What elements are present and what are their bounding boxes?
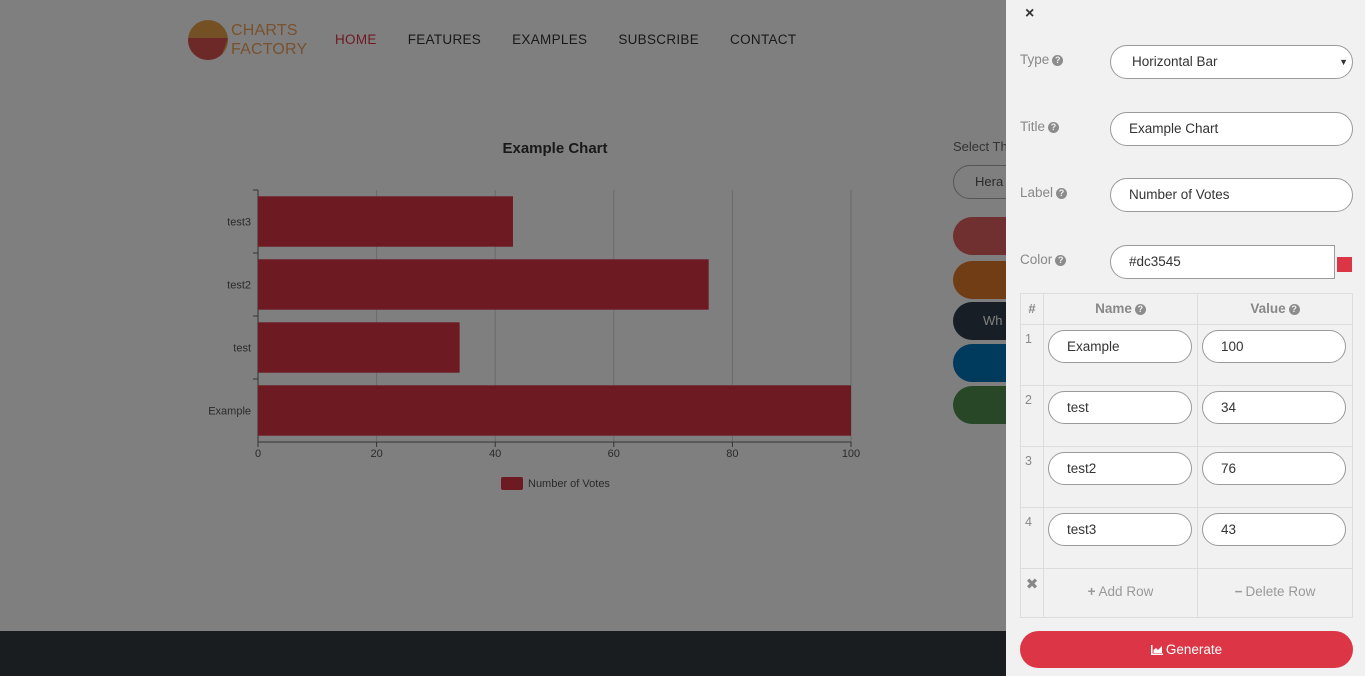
- value-cell: 43: [1198, 508, 1352, 568]
- color-swatch[interactable]: [1337, 257, 1352, 272]
- value-cell: 34: [1198, 386, 1352, 446]
- name-cell: test: [1044, 386, 1198, 446]
- name-input[interactable]: test2: [1048, 452, 1192, 485]
- plus-icon: +: [1087, 584, 1096, 599]
- label-input[interactable]: Number of Votes: [1110, 178, 1353, 212]
- grid-header-num: #: [1021, 294, 1044, 324]
- help-icon[interactable]: ?: [1055, 255, 1067, 266]
- help-icon[interactable]: ?: [1134, 304, 1146, 315]
- row-number: 1: [1021, 325, 1044, 385]
- minus-icon: −: [1234, 584, 1243, 599]
- row-number: 4: [1021, 508, 1044, 568]
- chevron-down-icon: ▼: [1339, 57, 1348, 67]
- tools-icon: ✖: [1021, 569, 1044, 617]
- help-icon[interactable]: ?: [1288, 304, 1300, 315]
- type-label: Type?: [1020, 52, 1064, 67]
- title-label-text: Title: [1020, 119, 1046, 134]
- row-number: 3: [1021, 447, 1044, 507]
- color-label: Color?: [1020, 252, 1067, 267]
- label-label-text: Label: [1020, 185, 1054, 200]
- table-row: 1 Example 100: [1021, 325, 1352, 386]
- delete-row-button[interactable]: − Delete Row: [1198, 569, 1352, 617]
- generate-label: Generate: [1165, 642, 1223, 657]
- generate-button[interactable]: Generate: [1020, 631, 1353, 668]
- grid-header-value: Value?: [1198, 294, 1352, 324]
- chart-settings-panel: × Type? Horizontal Bar ▼ Title? Example …: [1006, 0, 1365, 676]
- title-label: Title?: [1020, 119, 1060, 134]
- chart-icon: [1150, 645, 1163, 655]
- name-input[interactable]: test: [1048, 391, 1192, 424]
- value-cell: 100: [1198, 325, 1352, 385]
- row-number: 2: [1021, 386, 1044, 446]
- value-input[interactable]: 100: [1202, 330, 1346, 363]
- data-grid: # Name? Value? 1 Example 100 2 test 34 3…: [1020, 293, 1353, 618]
- color-label-text: Color: [1020, 252, 1053, 267]
- value-input[interactable]: 34: [1202, 391, 1346, 424]
- type-label-text: Type: [1020, 52, 1050, 67]
- table-row: 3 test2 76: [1021, 447, 1352, 508]
- help-icon[interactable]: ?: [1048, 122, 1060, 133]
- add-row-button[interactable]: + Add Row: [1044, 569, 1198, 617]
- type-select-value: Horizontal Bar: [1132, 54, 1218, 69]
- type-select[interactable]: Horizontal Bar ▼: [1110, 45, 1353, 79]
- delete-row-label: Delete Row: [1245, 584, 1316, 599]
- grid-footer: ✖ + Add Row − Delete Row: [1021, 569, 1352, 617]
- help-icon[interactable]: ?: [1056, 188, 1068, 199]
- close-panel-button[interactable]: ×: [1025, 5, 1035, 22]
- table-row: 2 test 34: [1021, 386, 1352, 447]
- grid-header: # Name? Value?: [1021, 294, 1352, 325]
- table-row: 4 test3 43: [1021, 508, 1352, 569]
- value-cell: 76: [1198, 447, 1352, 507]
- color-input[interactable]: #dc3545: [1110, 245, 1335, 279]
- label-label: Label?: [1020, 185, 1068, 200]
- title-input[interactable]: Example Chart: [1110, 112, 1353, 146]
- value-input[interactable]: 43: [1202, 513, 1346, 546]
- name-input[interactable]: test3: [1048, 513, 1192, 546]
- grid-header-name-text: Name: [1095, 301, 1132, 316]
- name-input[interactable]: Example: [1048, 330, 1192, 363]
- name-cell: Example: [1044, 325, 1198, 385]
- grid-header-name: Name?: [1044, 294, 1198, 324]
- grid-header-value-text: Value: [1250, 301, 1286, 316]
- value-input[interactable]: 76: [1202, 452, 1346, 485]
- add-row-label: Add Row: [1098, 584, 1154, 599]
- name-cell: test2: [1044, 447, 1198, 507]
- name-cell: test3: [1044, 508, 1198, 568]
- help-icon[interactable]: ?: [1052, 55, 1064, 66]
